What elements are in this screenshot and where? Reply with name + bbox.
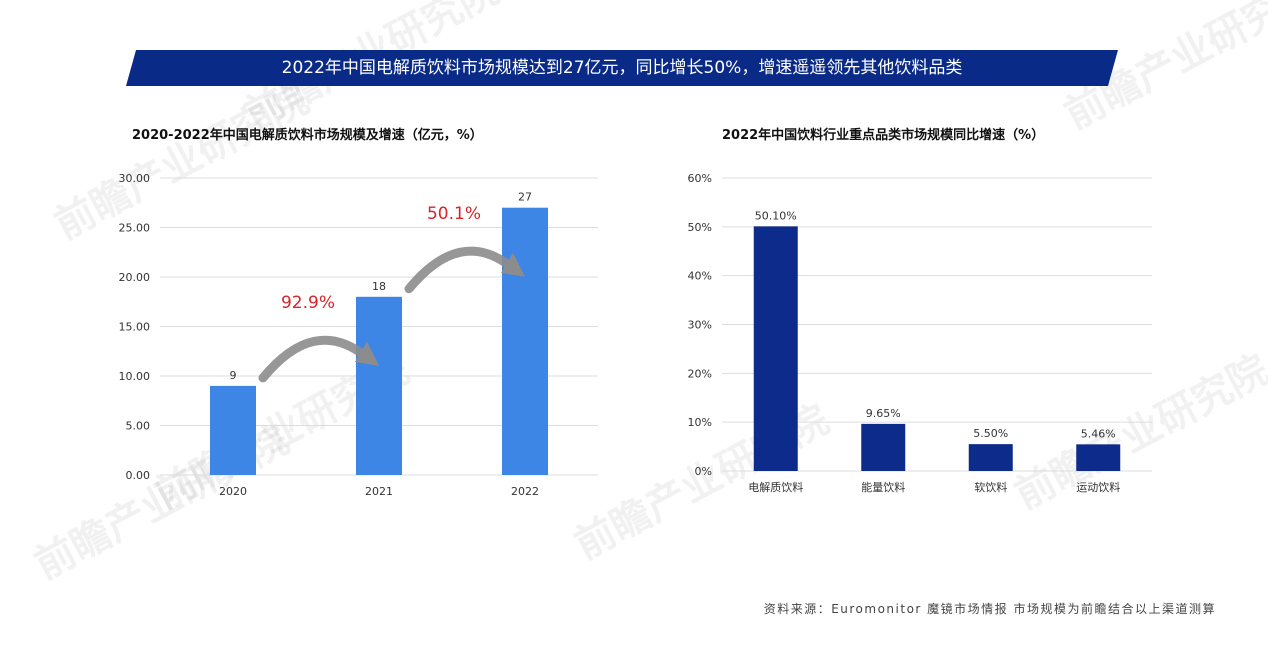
growth-rate-bar-chart: 0% 10% 20% 30% 40% 50% 60% 50.10% 电解质饮料 9.65% 能量饮料…	[688, 172, 1152, 494]
x-tick-label: 电解质饮料	[748, 480, 803, 494]
y-tick-label: 10%	[688, 416, 712, 429]
x-tick-label: 软饮料	[974, 480, 1007, 494]
data-label: 5.46%	[1081, 427, 1116, 440]
bar	[753, 226, 798, 471]
growth-arrowhead	[355, 341, 379, 366]
data-label: 9.65%	[866, 407, 901, 420]
bar	[356, 296, 402, 475]
right-chart-title: 2022年中国饮料行业重点品类市场规模同比增速（%）	[722, 128, 1045, 143]
y-tick-label: 20%	[688, 367, 712, 380]
bar	[861, 423, 906, 471]
bar	[210, 385, 256, 475]
left-chart-title: 2020-2022年中国电解质饮料市场规模及增速（亿元，%）	[132, 128, 483, 143]
x-tick-label: 2021	[365, 485, 393, 498]
data-label: 9	[230, 369, 237, 382]
x-tick-label: 2022	[511, 485, 539, 498]
y-tick-label: 60%	[688, 172, 712, 185]
bar	[502, 207, 548, 475]
y-tick-label: 30%	[688, 319, 712, 332]
y-tick-label: 25.00	[119, 222, 151, 235]
data-label: 18	[372, 280, 386, 293]
y-tick-label: 0.00	[126, 469, 151, 482]
x-tick-label: 2020	[219, 485, 247, 498]
y-tick-label: 50%	[688, 221, 712, 234]
data-label: 27	[518, 191, 532, 204]
data-label: 5.50%	[973, 427, 1008, 440]
banner: 2022年中国电解质饮料市场规模达到27亿元，同比增长50%，增速遥遥领先其他饮…	[126, 50, 1118, 86]
y-tick-label: 30.00	[119, 172, 151, 185]
banner-title: 2022年中国电解质饮料市场规模达到27亿元，同比增长50%，增速遥遥领先其他饮…	[281, 58, 963, 78]
growth-rate-label: 92.9%	[281, 293, 335, 313]
growth-arrowhead	[501, 252, 525, 277]
bar	[968, 444, 1013, 471]
y-tick-label: 5.00	[126, 420, 151, 433]
y-tick-label: 40%	[688, 270, 712, 283]
x-tick-label: 能量饮料	[861, 480, 905, 494]
x-tick-label: 运动饮料	[1076, 480, 1120, 494]
y-tick-label: 20.00	[119, 271, 151, 284]
y-tick-label: 0%	[695, 465, 712, 478]
source-note: 资料来源：Euromonitor 魔镜市场情报 市场规模为前瞻结合以上渠道测算	[763, 602, 1216, 616]
growth-arrow	[404, 246, 516, 294]
y-tick-label: 15.00	[119, 321, 151, 334]
growth-arrow	[258, 335, 370, 383]
data-label: 50.10%	[755, 209, 797, 222]
y-tick-label: 10.00	[119, 370, 151, 383]
banner-background	[126, 50, 1118, 86]
growth-rate-label: 50.1%	[427, 204, 481, 224]
bar	[1076, 444, 1121, 471]
market-size-bar-chart: 0.00 5.00 10.00 15.00 20.00 25.00 30.00 9 2020 18…	[119, 172, 598, 498]
